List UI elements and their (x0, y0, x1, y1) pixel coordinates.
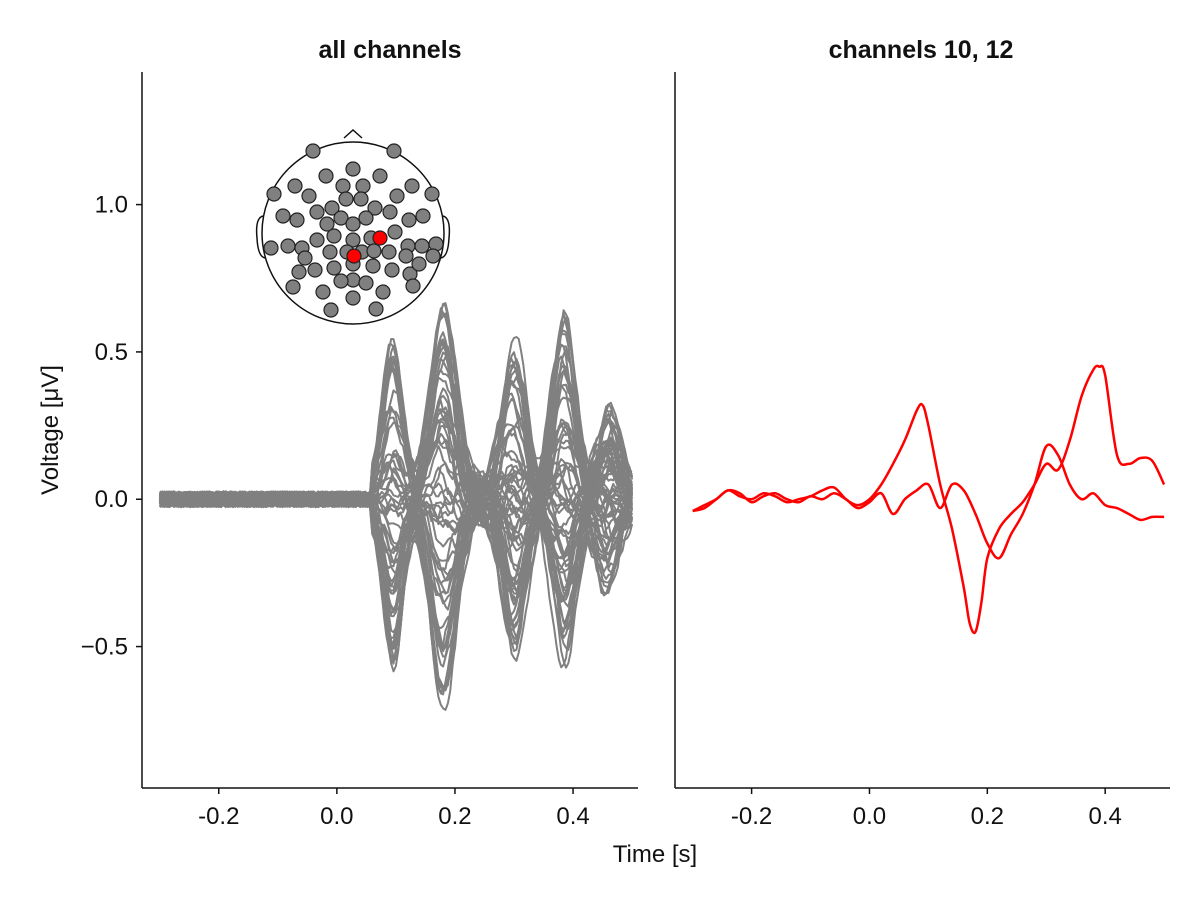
electrode (324, 200, 340, 216)
electrode (326, 260, 342, 276)
topoplot-nose (343, 128, 363, 139)
right-xtick-label: 0.2 (971, 803, 1004, 830)
electrode (338, 191, 354, 207)
electrode (345, 216, 361, 232)
x-axis-label: Time [s] (613, 841, 697, 868)
electrode (305, 143, 321, 159)
electrode (309, 232, 325, 248)
electrode (387, 224, 403, 240)
electrode (301, 188, 317, 204)
electrode-selected (372, 230, 388, 246)
y-ticks-left: −0.5 0.0 0.5 1.0 (81, 192, 142, 661)
electrode (398, 248, 414, 264)
electrode (326, 228, 342, 244)
y-axis-label: Voltage [μV] (37, 365, 64, 495)
channel-line (159, 357, 633, 650)
electrode (414, 238, 430, 254)
left-xtick-label: 0.2 (438, 803, 471, 830)
electrode (307, 262, 323, 278)
electrode (375, 284, 391, 300)
electrode (345, 290, 361, 306)
ytick-label: 0.0 (95, 486, 128, 513)
electrode (345, 161, 361, 177)
topoplot-right-ear (439, 215, 451, 259)
electrode (353, 191, 369, 207)
panel-all-channels: all channels -0.2 0.0 0.2 0.4 −0.5 0.0 0.5 1.0 (81, 36, 638, 830)
electrode (289, 212, 305, 228)
electrode (333, 273, 349, 289)
electrode (315, 284, 331, 300)
ytick-label: 0.5 (95, 339, 128, 366)
electrode (297, 250, 313, 266)
electrode (291, 264, 307, 280)
right-xtick-label: 0.4 (1088, 803, 1121, 830)
electrode (386, 143, 402, 159)
topoplot-electrodes (263, 143, 444, 318)
right-xtick-label: -0.2 (731, 803, 772, 830)
panel-title-selected-channels: channels 10, 12 (829, 36, 1014, 64)
topoplot (255, 128, 451, 325)
selected-channel-line-2 (692, 443, 1165, 560)
electrode (358, 210, 374, 226)
electrode (382, 204, 398, 220)
panel-title-all-channels: all channels (318, 36, 461, 64)
electrode (335, 178, 351, 194)
electrode (366, 243, 382, 259)
electrode (287, 178, 303, 194)
electrode (333, 210, 349, 226)
ytick-label: −0.5 (81, 634, 128, 661)
selected-channels-lines (692, 364, 1166, 635)
selected-channel-line-1 (692, 364, 1166, 635)
electrode (424, 186, 440, 202)
electrode (381, 244, 397, 260)
electrode (389, 188, 405, 204)
electrode (425, 248, 441, 264)
electrode (323, 302, 339, 318)
electrode (322, 244, 338, 260)
channel-line (159, 360, 633, 588)
channel-line (158, 421, 633, 646)
electrode (345, 232, 361, 248)
topoplot-left-ear (255, 215, 267, 259)
electrode (319, 216, 335, 232)
electrode-selected (346, 248, 362, 264)
electrode (372, 168, 388, 184)
channel-line (158, 450, 633, 602)
electrode (365, 258, 381, 274)
x-ticks-right: -0.2 0.0 0.2 0.4 (731, 788, 1122, 830)
ytick-label: 1.0 (95, 192, 128, 219)
electrode (355, 178, 371, 194)
electrode (405, 278, 421, 294)
right-xtick-label: 0.0 (853, 803, 886, 830)
electrode (404, 178, 420, 194)
electrode (263, 240, 279, 256)
left-xtick-label: 0.0 (320, 803, 353, 830)
electrode (367, 200, 383, 216)
channel-line (158, 311, 633, 584)
electrode (275, 208, 291, 224)
left-xtick-label: 0.4 (556, 803, 589, 830)
electrode (280, 238, 296, 254)
electrode (368, 301, 384, 317)
electrode (401, 212, 417, 228)
panel-channels-10-12: channels 10, 12 -0.2 0.0 0.2 0.4 (674, 36, 1170, 830)
left-xtick-label: -0.2 (198, 803, 239, 830)
electrode (384, 262, 400, 278)
electrode (411, 256, 427, 272)
electrode (285, 279, 301, 295)
electrode (318, 168, 334, 184)
electrode (309, 204, 325, 220)
electrode (266, 186, 282, 202)
electrode (415, 208, 431, 224)
all-channels-lines (158, 302, 634, 711)
electrode (358, 275, 374, 291)
x-ticks-left: -0.2 0.0 0.2 0.4 (198, 788, 590, 830)
